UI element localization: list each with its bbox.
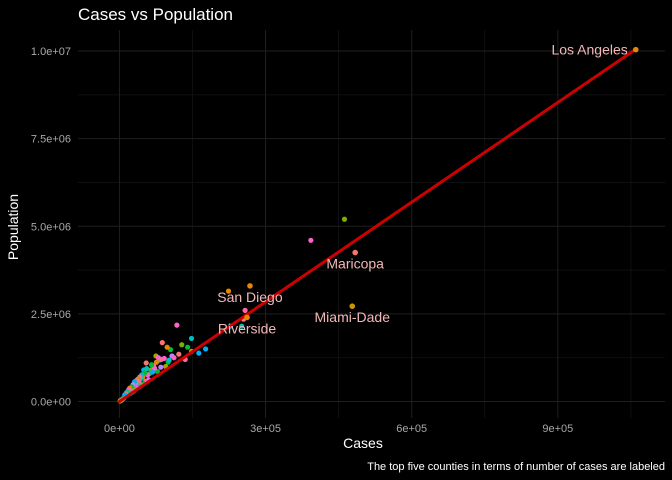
data-point (164, 344, 170, 350)
data-point (158, 356, 164, 363)
labeled-points (244, 46, 639, 321)
data-point (174, 322, 180, 328)
data-point (153, 359, 160, 365)
data-point (148, 362, 155, 368)
point-annotation: Maricopa (326, 256, 384, 272)
x-axis-ticks: 0e+00 3e+05 6e+05 9e+05 (104, 423, 573, 435)
data-point (166, 357, 172, 363)
data-point (151, 365, 158, 371)
x-tick-label: 3e+05 (250, 423, 281, 435)
labeled-data-point (244, 314, 250, 321)
labeled-data-point (349, 303, 356, 309)
point-annotation: Los Angeles (551, 42, 627, 58)
labeled-data-point (352, 249, 358, 256)
y-tick-label: 7.5e+06 (31, 134, 71, 146)
point-annotation: Riverside (218, 320, 277, 336)
data-point (158, 364, 164, 370)
y-tick-label: 0.0e+00 (31, 397, 71, 409)
y-tick-label: 1.0e+07 (31, 46, 71, 58)
x-axis-title: Cases (343, 435, 383, 451)
x-tick-label: 9e+05 (542, 423, 573, 435)
labeled-data-point (632, 46, 639, 53)
data-point (203, 346, 209, 352)
data-point (176, 351, 182, 357)
data-point (239, 323, 245, 329)
y-tick-label: 5.0e+06 (31, 221, 71, 233)
x-tick-label: 0e+00 (104, 423, 135, 435)
y-axis-ticks: 0.0e+00 2.5e+06 5.0e+06 7.5e+06 1.0e+07 (31, 46, 71, 408)
data-point (188, 335, 195, 342)
data-point (341, 216, 348, 222)
point-annotation: San Diego (217, 289, 283, 305)
chart-title: Cases vs Population (78, 5, 233, 24)
data-point (225, 288, 232, 294)
y-tick-label: 2.5e+06 (31, 309, 71, 321)
y-axis-title: Population (5, 194, 21, 260)
data-point (179, 342, 185, 348)
point-annotation: Miami-Dade (315, 309, 391, 325)
data-point (159, 340, 165, 346)
data-point (143, 360, 149, 366)
data-point (171, 355, 177, 361)
trend-line (117, 47, 638, 404)
chart-caption: The top five counties in terms of number… (367, 461, 665, 473)
data-point (308, 237, 314, 243)
labeled-data-point (247, 283, 253, 289)
trend-line-layer (117, 47, 638, 404)
data-point (196, 350, 202, 356)
data-point (149, 369, 156, 375)
data-point (185, 344, 191, 350)
x-tick-label: 6e+05 (396, 423, 427, 435)
data-point (242, 307, 248, 313)
major-gridlines (78, 30, 665, 418)
data-point (144, 365, 150, 372)
point-annotations: Los Angeles Maricopa Miami-Dade San Diego Ri… (217, 42, 628, 337)
